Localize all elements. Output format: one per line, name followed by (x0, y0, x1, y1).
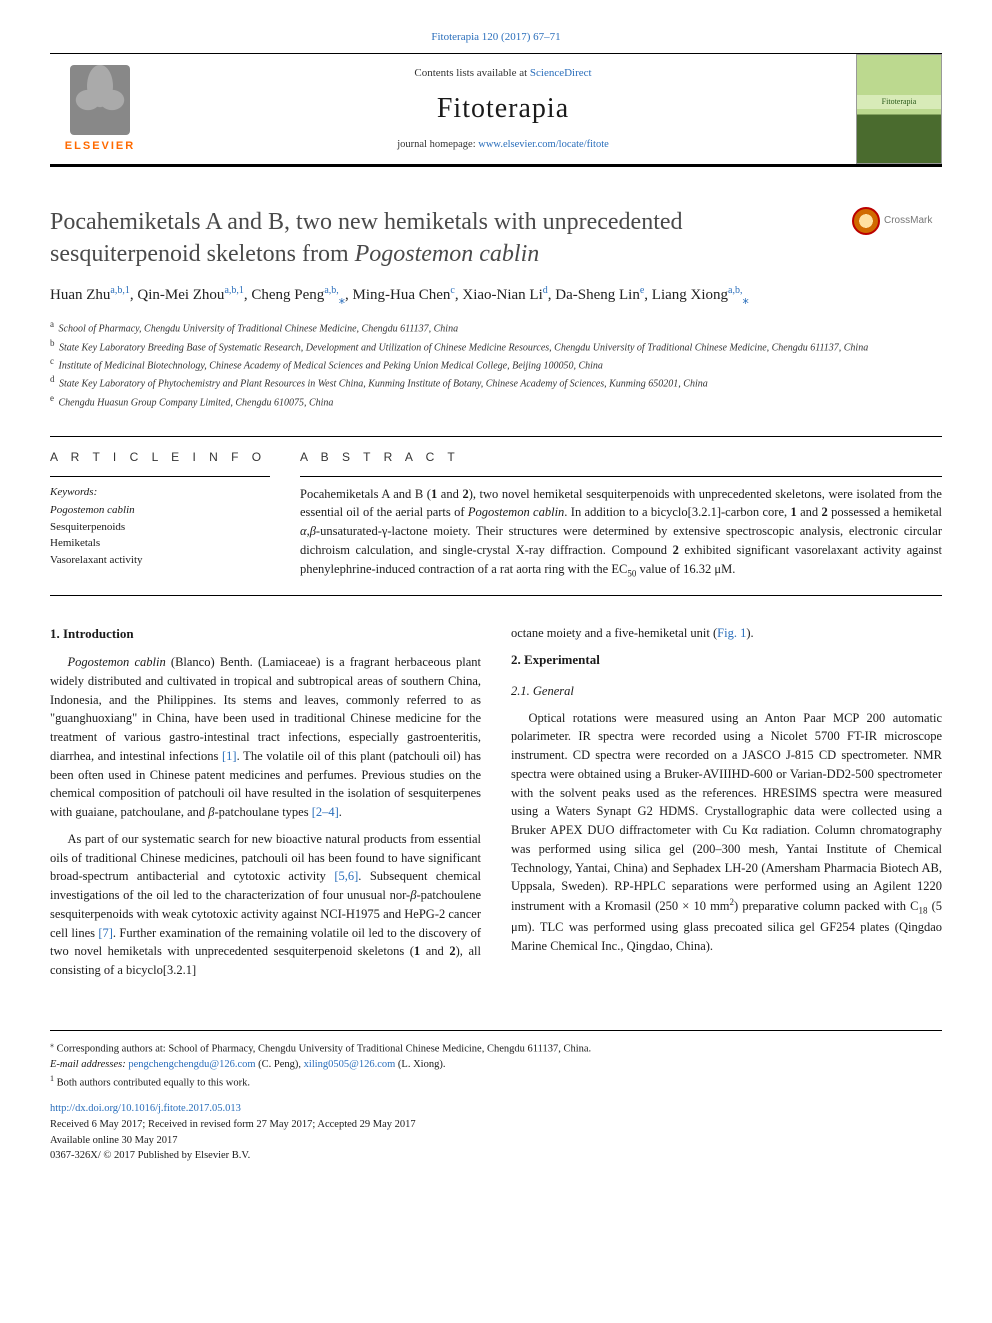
author-list: Huan Zhua,b,1, Qin-Mei Zhoua,b,1, Cheng … (50, 284, 942, 309)
email-line: E-mail addresses: pengchengchengdu@126.c… (50, 1057, 942, 1073)
sciencedirect-link[interactable]: ScienceDirect (530, 67, 592, 79)
top-citation-link[interactable]: Fitoterapia 120 (2017) 67–71 (431, 31, 560, 43)
intro-tail: octane moiety and a five-hemiketal unit … (511, 624, 942, 643)
keyword: Vasorelaxant activity (50, 552, 270, 569)
keyword: Hemiketals (50, 535, 270, 552)
homepage-line: journal homepage: www.elsevier.com/locat… (160, 138, 846, 153)
info-abstract-row: A R T I C L E I N F O Keywords: Pogostem… (50, 436, 942, 596)
article-info-head: A R T I C L E I N F O (50, 449, 270, 466)
corresponding-note: ⁎ Corresponding authors at: School of Ph… (50, 1039, 942, 1057)
elsevier-tree-icon (70, 65, 130, 135)
section-general: 2.1. General (511, 682, 942, 701)
abstract-text: Pocahemiketals A and B (1 and 2), two no… (300, 485, 942, 581)
journal-cover-thumbnail (856, 54, 942, 164)
email-who-2: (L. Xiong). (395, 1059, 445, 1070)
affiliations: a School of Pharmacy, Chengdu University… (50, 318, 942, 410)
homepage-link[interactable]: www.elsevier.com/locate/fitote (478, 139, 609, 150)
intro-p2: As part of our systematic search for new… (50, 830, 481, 980)
email-link-2[interactable]: xiling0505@126.com (304, 1059, 396, 1070)
crossmark-label: CrossMark (884, 214, 932, 228)
publisher-name: ELSEVIER (65, 139, 135, 154)
affiliation-a: a School of Pharmacy, Chengdu University… (50, 318, 942, 336)
available-line: Available online 30 May 2017 (50, 1133, 942, 1149)
email-link-1[interactable]: pengchengchengdu@126.com (128, 1059, 255, 1070)
email-who-1: (C. Peng), (256, 1059, 304, 1070)
article-info-col: A R T I C L E I N F O Keywords: Pogostem… (50, 449, 270, 581)
affiliation-d: d State Key Laboratory of Phytochemistry… (50, 373, 942, 391)
crossmark-badge[interactable]: CrossMark (852, 207, 942, 235)
header-center: Contents lists available at ScienceDirec… (150, 54, 856, 164)
affiliation-c: c Institute of Medicinal Biotechnology, … (50, 355, 942, 373)
top-citation: Fitoterapia 120 (2017) 67–71 (50, 30, 942, 45)
journal-name: Fitoterapia (160, 89, 846, 128)
journal-header: ELSEVIER Contents lists available at Sci… (50, 53, 942, 167)
publisher-logo: ELSEVIER (50, 54, 150, 164)
emails-label: E-mail addresses: (50, 1059, 128, 1070)
abstract-col: A B S T R A C T Pocahemiketals A and B (… (300, 449, 942, 581)
section-experimental: 2. Experimental (511, 650, 942, 670)
body-columns: 1. Introduction Pogostemon cablin (Blanc… (50, 624, 942, 980)
homepage-prefix: journal homepage: (397, 139, 478, 150)
doi-link[interactable]: http://dx.doi.org/10.1016/j.fitote.2017.… (50, 1103, 241, 1114)
equal-contrib-note: 1 Both authors contributed equally to th… (50, 1073, 942, 1091)
crossmark-icon (852, 207, 880, 235)
affiliation-e: e Chengdu Huasun Group Company Limited, … (50, 392, 942, 410)
footer-block: http://dx.doi.org/10.1016/j.fitote.2017.… (50, 1101, 942, 1164)
article-title: Pocahemiketals A and B, two new hemiketa… (50, 207, 832, 269)
footnotes: ⁎ Corresponding authors at: School of Ph… (50, 1030, 942, 1091)
abstract-head: A B S T R A C T (300, 449, 942, 466)
keyword: Sesquiterpenoids (50, 519, 270, 536)
section-introduction: 1. Introduction (50, 624, 481, 644)
intro-p1: Pogostemon cablin (Blanco) Benth. (Lamia… (50, 653, 481, 822)
general-p: Optical rotations were measured using an… (511, 709, 942, 956)
copyright-line: 0367-326X/ © 2017 Published by Elsevier … (50, 1148, 942, 1164)
keywords-label: Keywords: (50, 485, 270, 500)
keyword: Pogostemon cablin (50, 502, 270, 519)
affiliation-b: b State Key Laboratory Breeding Base of … (50, 337, 942, 355)
history-line: Received 6 May 2017; Received in revised… (50, 1117, 942, 1133)
contents-prefix: Contents lists available at (414, 67, 529, 79)
keywords-list: Pogostemon cablin Sesquiterpenoids Hemik… (50, 502, 270, 568)
contents-line: Contents lists available at ScienceDirec… (160, 66, 846, 81)
